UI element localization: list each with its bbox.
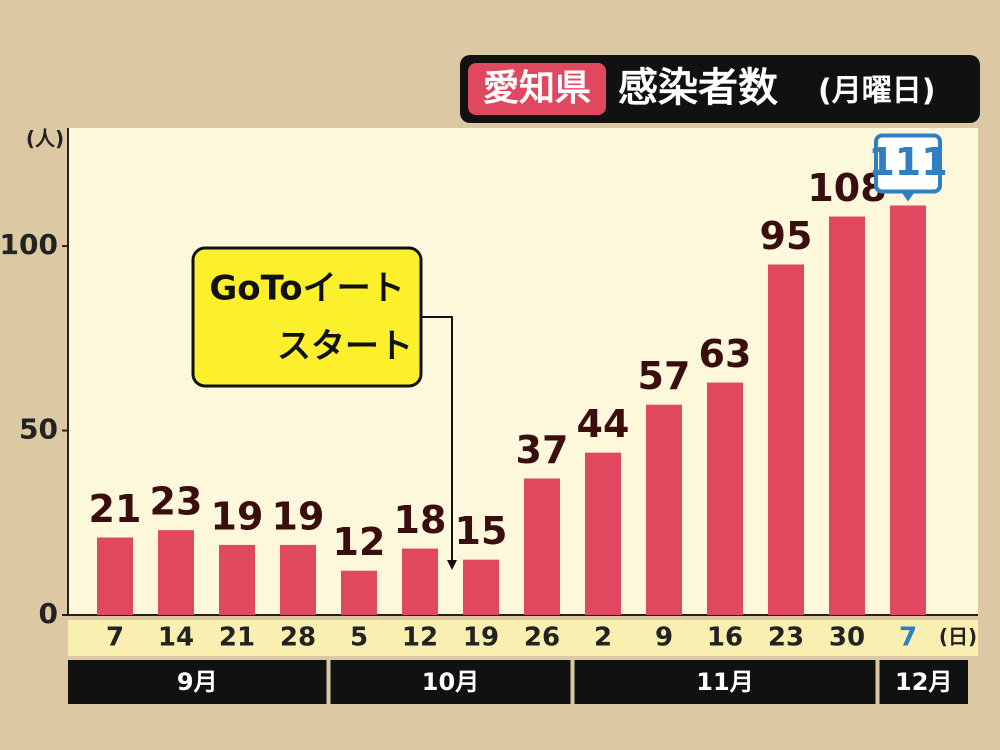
bar [463,559,499,615]
bar [829,216,865,615]
bar [402,548,438,615]
value-label: 19 [211,494,264,538]
value-label: 21 [89,487,142,531]
x-tick-label: 2 [594,623,612,653]
value-label: 95 [760,214,813,258]
annotation-line: スタート [277,327,413,367]
bar [158,530,194,615]
value-label: 111 [868,140,947,184]
value-label: 19 [272,494,325,538]
month-band [879,660,968,704]
x-tick-label: 21 [219,623,255,653]
chart-title: 感染者数 [618,65,778,111]
bar [524,478,560,615]
y-tick-label: 100 [0,228,58,261]
title-badge-box [468,63,606,115]
x-tick-label: 19 [463,623,499,653]
bar [768,264,804,615]
y-tick-label: 50 [19,413,58,446]
value-label-pointer [901,191,915,202]
annotation-line: GoToイート [209,269,404,309]
x-tick-label: 14 [158,623,194,653]
value-label: 57 [638,354,691,398]
value-label: 23 [150,480,203,524]
value-label: 37 [516,428,569,472]
x-tick-label: 12 [402,623,438,653]
x-unit: (日) [939,625,977,649]
value-label: 108 [807,166,886,210]
bar [219,544,255,615]
value-label: 15 [455,509,508,553]
x-tick-label: 23 [768,623,804,653]
month-label: 10月 [422,668,479,696]
bar [280,544,316,615]
bar [646,404,682,615]
chart-subtitle: (月曜日) [818,74,935,109]
month-band [574,660,876,704]
x-tick-label: 5 [350,623,368,653]
value-label: 44 [577,402,630,446]
x-tick-label: 26 [524,623,560,653]
month-label: 12月 [895,668,952,696]
x-tick-label: 7 [106,623,124,653]
y-unit: (人) [26,127,64,151]
value-label: 18 [394,498,447,542]
annotation-arrow [421,316,453,562]
bar [890,205,926,615]
x-tick-label: 7 [899,623,917,653]
x-tick-label: 16 [707,623,743,653]
annotation-arrowhead [447,560,457,570]
bar [341,570,377,615]
x-tick-label: 9 [655,623,673,653]
value-label: 63 [699,332,752,376]
bar [707,382,743,615]
month-label: 11月 [696,668,753,696]
title-badge: 愛知県 [483,68,591,109]
month-band [68,660,327,704]
x-tick-label: 28 [280,623,316,653]
value-label: 12 [333,520,386,564]
bar [97,537,133,615]
bar [585,452,621,615]
x-axis-band [68,620,978,656]
x-tick-label: 30 [829,623,865,653]
month-label: 9月 [177,668,218,696]
month-band [330,660,571,704]
y-tick-label: 0 [39,597,58,630]
